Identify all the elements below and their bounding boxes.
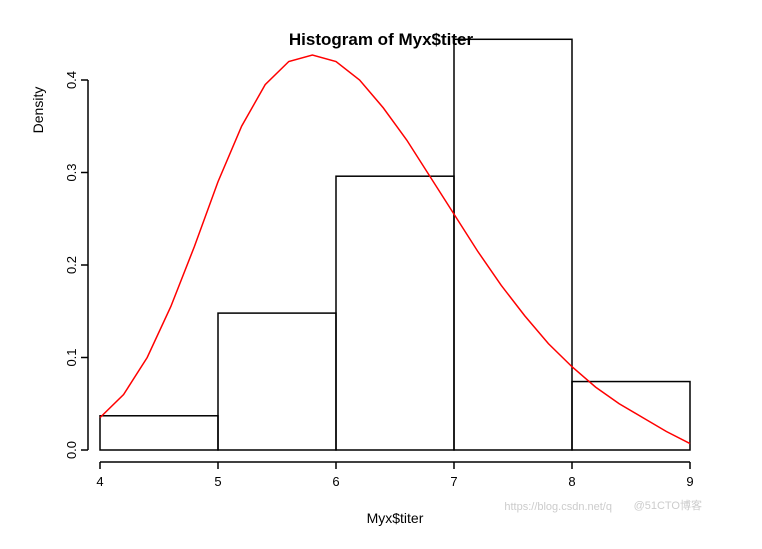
chart-title: Histogram of Myx$titer — [0, 30, 762, 50]
x-tick-label: 7 — [450, 474, 457, 489]
y-axis-label: Density — [30, 0, 46, 295]
density-curve — [100, 55, 690, 444]
x-tick-label: 4 — [96, 474, 103, 489]
y-tick-label: 0.3 — [64, 163, 79, 181]
x-tick-label: 9 — [686, 474, 693, 489]
histogram-bar — [218, 313, 336, 450]
watermark-brand: @51CTO博客 — [634, 497, 702, 513]
histogram-bar — [454, 39, 572, 450]
plot-container: Histogram of Myx$titer Density Myx$titer… — [0, 0, 762, 549]
x-tick-label: 8 — [568, 474, 575, 489]
y-tick-label: 0.4 — [64, 71, 79, 89]
y-tick-label: 0.1 — [64, 348, 79, 366]
x-tick-label: 6 — [332, 474, 339, 489]
watermark-url: https://blog.csdn.net/q — [504, 501, 612, 513]
histogram-bar — [336, 176, 454, 450]
x-tick-label: 5 — [214, 474, 221, 489]
histogram-bar — [100, 416, 218, 450]
histogram-bar — [572, 382, 690, 450]
y-tick-label: 0.0 — [64, 441, 79, 459]
plot-svg: 4 5 6 7 8 9 0.0 0.1 0.2 0.3 0.4 — [0, 0, 762, 549]
y-tick-label: 0.2 — [64, 256, 79, 274]
